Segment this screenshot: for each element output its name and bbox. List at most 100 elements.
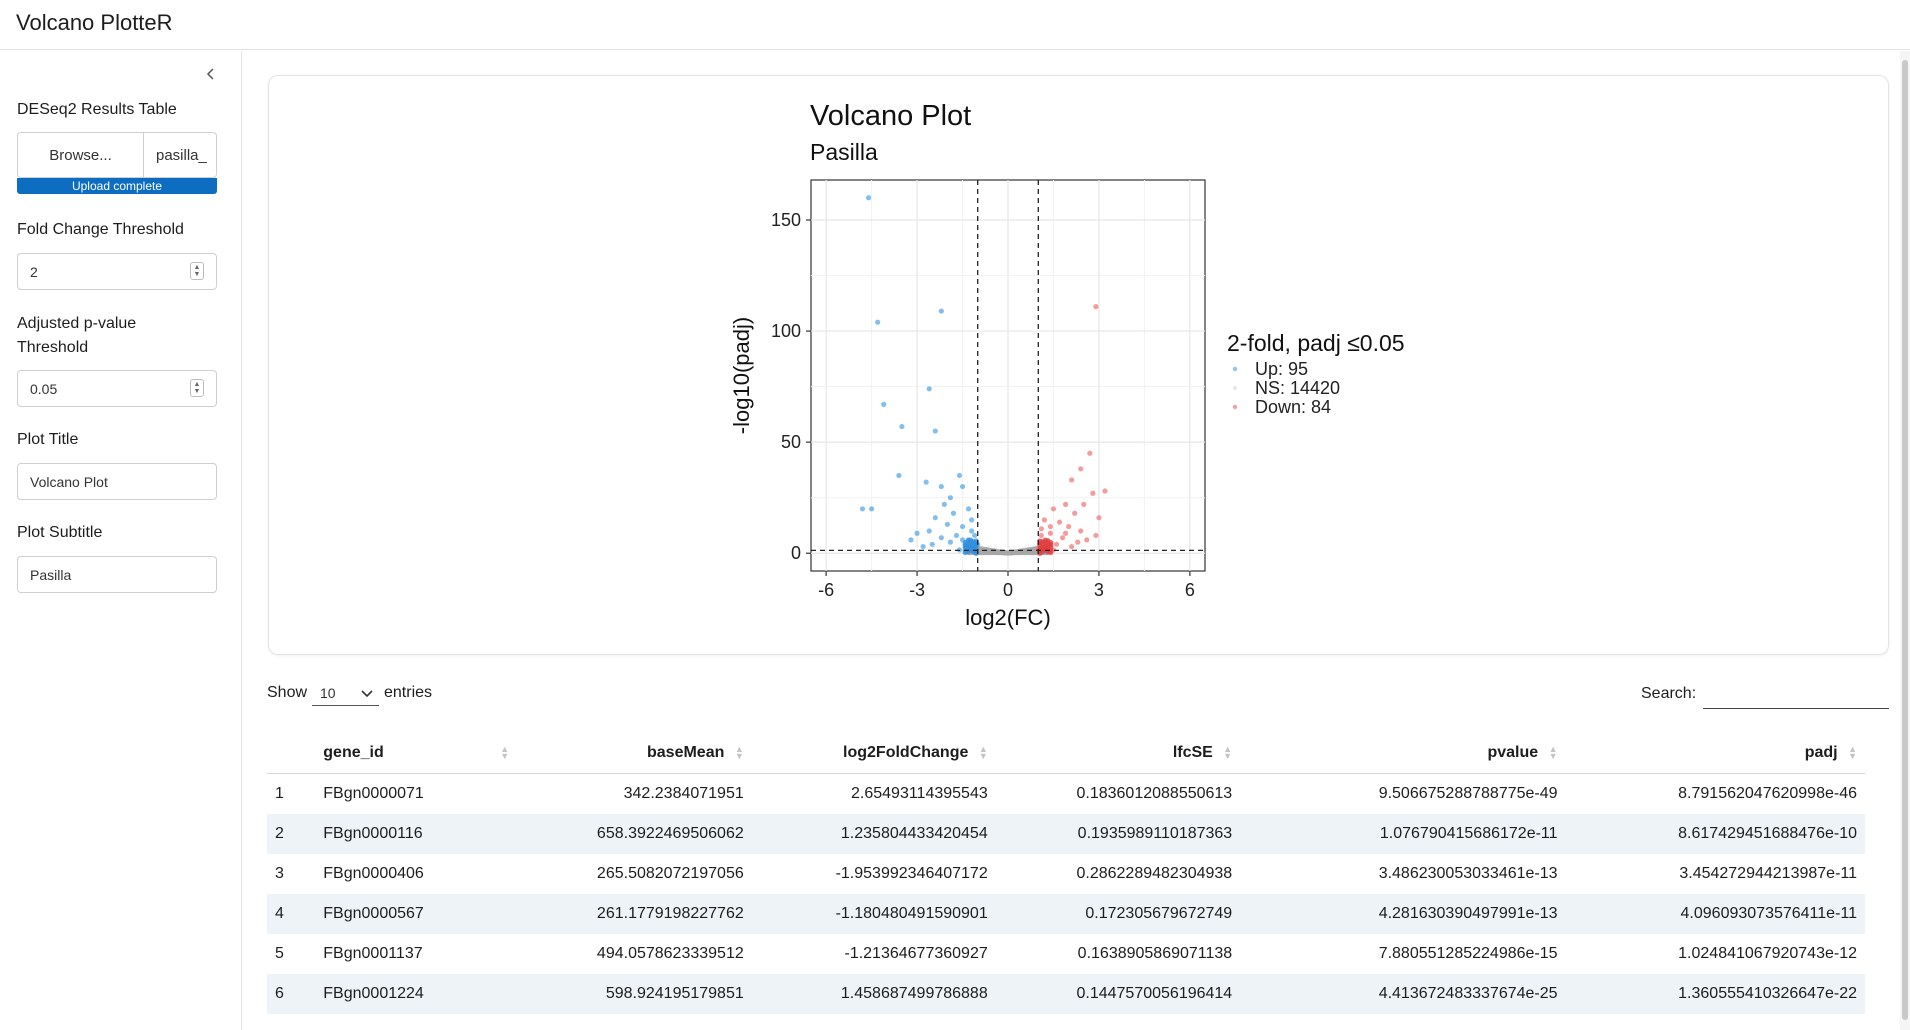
point-up [969,528,975,534]
point-down [1084,537,1090,543]
y-tick-label: 100 [771,321,801,341]
table-cell-log2foldchange: -1.21364677360927 [844,945,988,962]
point-down [1069,477,1075,483]
point-up [938,483,944,490]
table-cell-lfcse: 0.2862289482304938 [1076,865,1233,882]
entries-length-select[interactable]: 10 [312,681,379,706]
y-tick-label: 0 [791,543,801,563]
y-axis-title: -log10(padj) [729,317,754,434]
table-cell-lfcse: 0.172305679672749 [995,894,1241,934]
table-cell-basemean: 265.5082072197056 [596,865,744,882]
point-down [1081,501,1087,507]
table-cell-pvalue: 4.413672483337674e-25 [1240,974,1566,1014]
table-cell-basemean: 342.2384071951 [623,785,744,802]
point-down [1096,515,1102,521]
sort-icon: ▲ ▼ [1548,743,1558,761]
column-header-basemean[interactable]: baseMean ▲ ▼ [517,733,752,774]
title-bar: Volcano PlotteR [0,0,1910,50]
column-header-padj[interactable]: padj ▲ ▼ [1565,733,1865,774]
app-title: Volcano PlotteR [16,10,173,35]
plot-subtitle-input[interactable]: Pasilla [17,556,217,593]
point-up [896,472,902,479]
table-cell-lfcse: 0.1836012088550613 [1076,785,1233,802]
x-tick-label: 0 [1003,580,1013,600]
point-up [938,308,944,314]
table-cell-pvalue: 9.506675288788775e-49 [1378,785,1558,802]
point-up [865,195,872,201]
cluster-point [968,537,974,543]
column-header-log2foldchange[interactable]: log2FoldChange ▲ ▼ [751,733,996,774]
up-arrow-icon: ▲ [193,264,201,271]
padj-label-line2: Threshold [17,339,89,356]
point-up [932,428,938,434]
legend-label: Down: 84 [1255,397,1331,417]
table-row[interactable]: 2 FBgn0000116 658.3922469506062 1.235804433… [267,814,1865,854]
point-up [938,535,944,541]
table-body: 1 FBgn0000071 342.2384071951 2.654931143955… [267,774,1865,1014]
collapse-sidebar-button[interactable] [200,63,222,85]
column-header-gene-id[interactable]: gene_id ▲ ▼ [315,733,518,774]
fold-change-stepper[interactable]: ▲ ▼ [190,262,204,280]
table-cell-log2foldchange: 2.65493114395543 [851,785,988,802]
table-row[interactable]: 1 FBgn0000071 342.2384071951 2.654931143955… [267,774,1865,815]
x-tick-label: -3 [909,580,925,600]
plot-title-label: Plot Title [17,431,79,448]
point-up [941,501,947,507]
point-up [959,523,966,530]
point-down [1087,450,1093,456]
legend-title: 2-fold, padj ≤0.05 [1227,330,1405,356]
search-input[interactable] [1703,680,1889,709]
point-up [869,506,875,512]
table-row[interactable]: 5 FBgn0001137 494.0578623339512 -1.21364677… [267,934,1865,974]
point-up [875,319,881,325]
point-down [1059,535,1066,541]
file-name-field[interactable]: pasilla_ [156,146,207,164]
results-table: gene_id ▲ ▼ baseMean ▲ ▼ log2FoldChange ▲ ▼… [267,733,1865,1014]
point-up [859,506,866,512]
page-scrollbar-thumb[interactable] [1902,60,1908,1020]
table-cell-padj: 1.360555410326647e-22 [1565,974,1865,1014]
padj-stepper[interactable]: ▲ ▼ [190,379,204,397]
table-cell-padj: 8.791562047620998e-46 [1678,785,1857,802]
point-up [881,401,887,407]
point-down [1066,523,1072,530]
down-arrow-icon: ▼ [193,388,201,395]
chevron-left-icon [206,68,214,80]
upload-status-text: Upload complete [71,179,163,193]
table-cell-index: 2 [267,814,316,854]
point-down [1053,541,1060,547]
table-cell-basemean: 494.0578623339512 [596,945,744,962]
legend-key [1232,385,1238,391]
point-up [929,541,935,547]
point-down [1038,532,1044,539]
point-up [923,479,929,485]
table-cell-padj: 3.454272944213987e-11 [1679,865,1857,882]
table-cell-basemean: 658.3922469506062 [517,814,752,854]
point-down [1047,523,1054,530]
table-row[interactable]: 3 FBgn0000406 265.5082072197056 -1.95399234… [267,854,1865,894]
sort-icon: ▲ ▼ [1223,743,1233,761]
point-down [1090,490,1096,496]
column-header-lfcse[interactable]: lfcSE ▲ ▼ [995,733,1241,774]
browse-button[interactable]: Browse... [18,133,144,177]
table-cell-index: 1 [275,785,284,802]
plot-card: Volcano Plot Pasilla -6 -3 0 3 6 0 50 100 150 log2(… [268,75,1889,655]
point-up [932,515,938,521]
x-axis-title: log2(FC) [965,605,1051,630]
table-cell-lfcse: 0.1638905869071138 [1077,945,1233,962]
point-down [1078,528,1084,534]
legend-label: Up: 95 [1255,359,1308,379]
plot-title-input[interactable]: Volcano Plot [17,463,217,500]
table-row[interactable]: 6 FBgn0001224 598.924195179851 1.4586874997… [267,974,1865,1014]
entries-label: entries [384,684,433,701]
table-row[interactable]: 4 FBgn0000567 261.1779198227762 -1.18048049… [267,894,1865,934]
padj-input[interactable]: 0.05 ▲ ▼ [17,370,217,407]
plot-title-value: Volcano Plot [30,473,108,490]
column-header-pvalue[interactable]: pvalue ▲ ▼ [1240,733,1566,774]
table-cell-index: 4 [267,894,316,934]
column-header-index [267,733,316,774]
fold-change-input[interactable]: 2 ▲ ▼ [17,253,217,290]
table-cell-log2foldchange: -1.180480491590901 [751,894,996,934]
cluster-point [1042,537,1048,543]
table-cell-padj: 4.096093073576411e-11 [1565,894,1865,934]
